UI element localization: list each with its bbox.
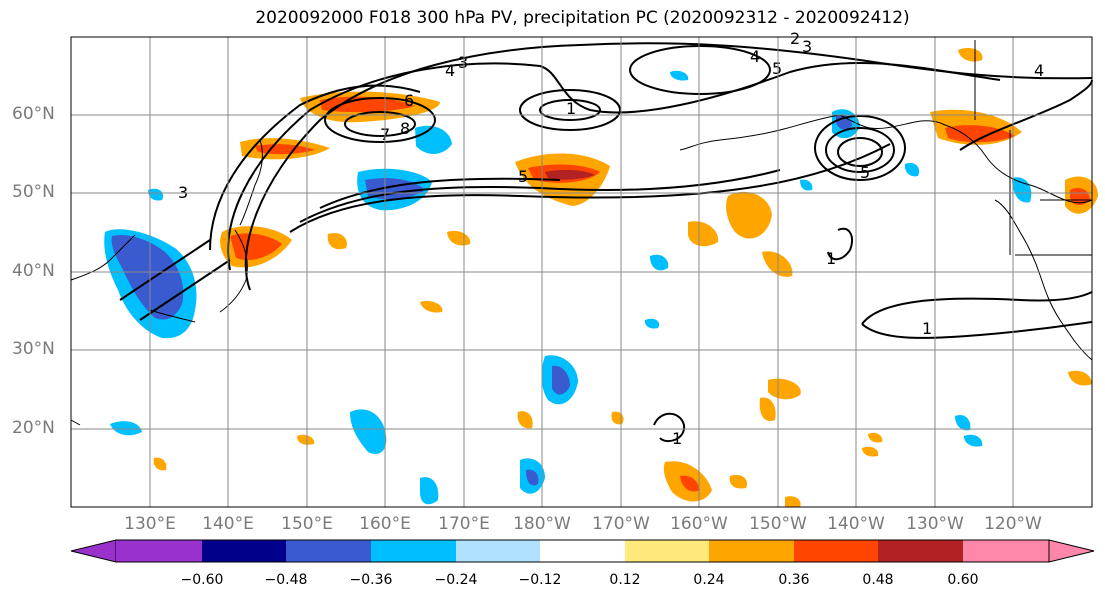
colorbar-cell-2 (286, 540, 371, 562)
pv-label-1b: 1 (826, 249, 836, 268)
colorbar-tick-m060: −0.60 (180, 572, 224, 588)
colorbar-tick-036: 0.36 (778, 572, 810, 588)
colorbar-cell-5 (540, 540, 625, 562)
colorbar-cell-0b (116, 540, 202, 562)
colorbar-cell-4 (456, 540, 540, 562)
colorbar-tick-m036: −0.36 (349, 572, 393, 588)
lon-label-180W: 180°W (513, 514, 571, 534)
lat-label-20N: 20°N (12, 418, 55, 438)
lat-label-40N: 40°N (12, 261, 55, 281)
pv-label-2: 2 (790, 29, 800, 48)
colorbar-cell-9 (878, 540, 963, 562)
pv-label-5c: 5 (860, 163, 870, 182)
lon-label-150W: 150°W (749, 514, 807, 534)
colorbar-cell-8 (794, 540, 878, 562)
lon-label-130E: 130°E (124, 514, 176, 534)
colorbar-cell-6 (625, 540, 709, 562)
lon-label-160W: 160°W (670, 514, 728, 534)
lon-label-160E: 160°E (359, 514, 411, 534)
colorbar-tick-m012: −0.12 (518, 572, 562, 588)
colorbar-cell-10 (963, 540, 1049, 562)
lat-label-50N: 50°N (12, 182, 55, 202)
lat-label-60N: 60°N (12, 104, 55, 124)
pv-label-4: 4 (445, 61, 455, 80)
pv-label-4b: 4 (750, 47, 760, 66)
colorbar-tick-012: 0.12 (609, 572, 641, 588)
colorbar-tick-024: 0.24 (693, 572, 725, 588)
gridlines (71, 37, 1092, 507)
lon-label-140E: 140°E (202, 514, 254, 534)
pv-label-1: 1 (566, 99, 576, 118)
lon-label-130W: 130°W (906, 514, 964, 534)
colorbar-cell-7 (709, 540, 794, 562)
pv-label-3: 3 (458, 53, 468, 72)
colorbar-tick-048: 0.48 (862, 572, 894, 588)
pv-label-3b: 3 (802, 37, 812, 56)
map-frame (70, 36, 1093, 508)
lon-label-170W: 170°W (592, 514, 650, 534)
lat-label-30N: 30°N (12, 339, 55, 359)
colorbar (70, 539, 1095, 563)
colorbar-tick-m048: −0.48 (264, 572, 308, 588)
colorbar-cell-3 (371, 540, 456, 562)
colorbar-tick-060: 0.60 (947, 572, 979, 588)
pv-label-1d: 1 (672, 429, 682, 448)
pv-label-5b: 5 (518, 167, 528, 186)
lon-label-140W: 140°W (827, 514, 885, 534)
colorbar-cell-0 (70, 539, 117, 563)
lon-label-120W: 120°W (984, 514, 1042, 534)
lon-label-170E: 170°E (438, 514, 490, 534)
pv-contours (119, 42, 1093, 443)
colorbar-tick-m024: −0.24 (434, 572, 478, 588)
lon-label-150E: 150°E (281, 514, 333, 534)
pv-label-8: 8 (400, 119, 410, 138)
pv-label-6: 6 (404, 91, 414, 110)
pv-label-5: 5 (772, 59, 782, 78)
colorbar-cell-10b (1048, 539, 1095, 563)
pv-label-1c: 1 (922, 319, 932, 338)
pv-label-4c: 4 (1034, 61, 1044, 80)
map-title: 2020092000 F018 300 hPa PV, precipitatio… (255, 8, 910, 28)
colorbar-cell-1 (202, 540, 286, 562)
